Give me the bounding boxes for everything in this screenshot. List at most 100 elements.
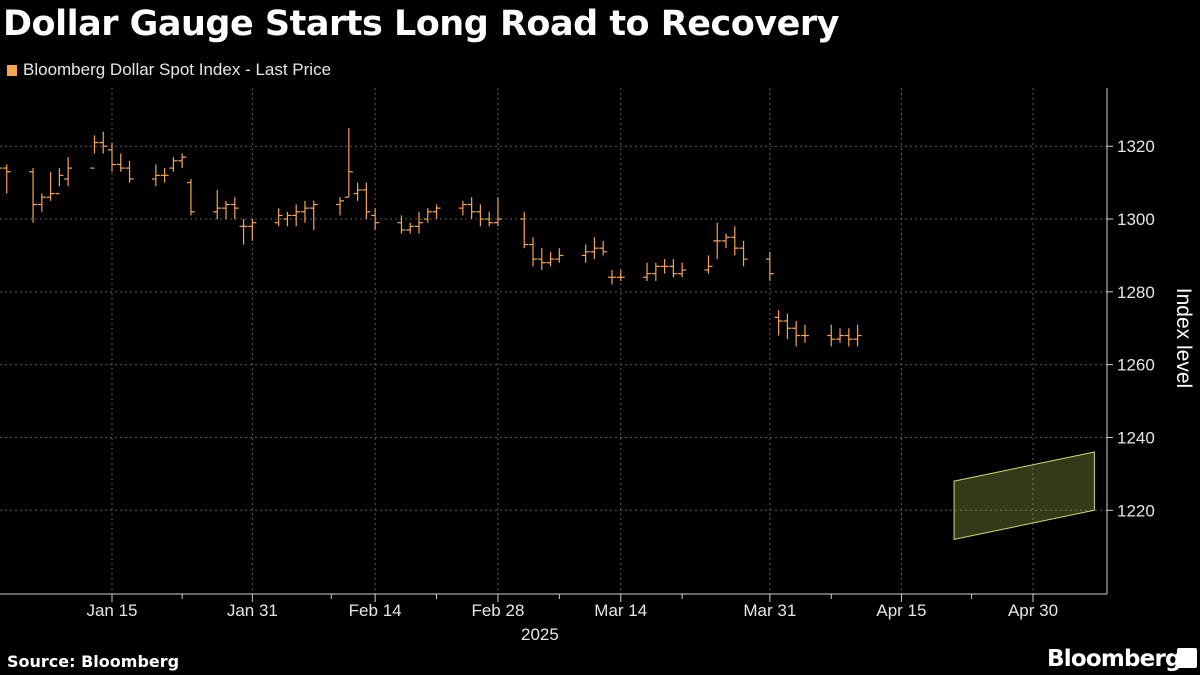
ohlc-bar: [151, 164, 160, 187]
ohlc-bar: [239, 219, 248, 245]
ohlc-bar: [336, 197, 345, 216]
ohlc-bar: [300, 200, 309, 223]
ohlc-bar: [792, 320, 801, 347]
ohlc-bar: [248, 219, 257, 241]
ohlc-bar: [169, 157, 178, 172]
ohlc-bar: [309, 200, 318, 230]
ohlc-bar: [222, 200, 231, 220]
ohlc-bar: [64, 157, 73, 187]
ohlc-bar: [844, 328, 853, 347]
ohlc-bar: [607, 270, 616, 285]
ohlc-bar: [362, 182, 371, 220]
ohlc-bar: [274, 208, 283, 227]
ohlc-bar: [520, 211, 529, 249]
ohlc-bar: [599, 240, 608, 256]
ohlc-bar: [29, 168, 38, 223]
ohlc-bar: [432, 204, 441, 220]
ohlc-bar: [616, 270, 625, 281]
legend-swatch: [7, 64, 17, 76]
ohlc-bar: [0, 167, 2, 169]
legend: Bloomberg Dollar Spot Index - Last Price: [7, 60, 331, 80]
ohlc-bar: [160, 168, 169, 183]
ohlc-bars: [0, 128, 862, 347]
ohlc-bar: [108, 142, 116, 172]
ohlc-bar: [90, 135, 99, 169]
x-tick-label: Mar 31: [743, 601, 796, 620]
ohlc-bar: [178, 153, 187, 169]
ohlc-bar: [46, 171, 55, 201]
ohlc-bar: [739, 240, 748, 267]
ohlc-bar: [774, 310, 783, 336]
ohlc-bar: [651, 262, 660, 281]
ohlc-bar: [537, 248, 546, 271]
ohlc-bar: [783, 313, 792, 340]
chart-title: Dollar Gauge Starts Long Road to Recover…: [3, 4, 839, 44]
x-axis-year-label: 2025: [521, 625, 559, 644]
y-tick-label: 1260: [1117, 356, 1155, 375]
ohlc-bar: [55, 168, 64, 195]
ohlc-bar: [493, 197, 502, 227]
ohlc-bar: [836, 328, 845, 343]
ohlc-bar: [546, 251, 555, 267]
ohlc-bar: [722, 233, 730, 249]
x-tick-label: Feb 28: [471, 601, 524, 620]
ohlc-bar: [283, 211, 292, 227]
y-tick-label: 1320: [1117, 137, 1155, 156]
x-tick-label: Apr 30: [1008, 601, 1058, 620]
ohlc-bar: [213, 189, 222, 220]
x-tick-label: Feb 14: [349, 601, 402, 620]
ohlc-bar: [344, 128, 353, 198]
y-tick-label: 1280: [1117, 283, 1155, 302]
ohlc-bar: [125, 160, 134, 183]
y-tick-label: 1220: [1117, 501, 1155, 520]
x-tick-label: Apr 15: [876, 601, 926, 620]
x-tick-label: Mar 14: [594, 601, 647, 620]
trend-channel: [953, 451, 1095, 541]
ohlc-bar: [2, 164, 11, 194]
ohlc-bar: [292, 204, 301, 227]
ohlc-bar: [678, 262, 687, 278]
ohlc-bar: [406, 222, 415, 234]
ohlc-bar: [423, 208, 432, 223]
ohlc-bar: [485, 211, 494, 227]
x-tick-label: Jan 31: [227, 601, 278, 620]
ohlc-bar: [827, 324, 836, 347]
ohlc-bar: [230, 197, 239, 220]
ohlc-bar: [353, 182, 362, 201]
ohlc-bar: [853, 324, 862, 347]
ohlc-bar: [643, 262, 652, 281]
gridlines: [0, 88, 1107, 594]
brand-logo: Bloomberg: [1047, 646, 1181, 672]
channel-layer: [953, 451, 1095, 541]
ohlc-bar: [186, 179, 195, 216]
ohlc-bar: [37, 193, 46, 212]
ohlc-bar: [476, 204, 485, 227]
bloomberg-terminal-icon: [1177, 648, 1197, 668]
ohlc-bar: [467, 197, 476, 220]
ohlc-bar: [581, 244, 590, 263]
ohlc-bar: [116, 153, 125, 172]
ohlc-bar: [660, 259, 669, 274]
ohlc-bar: [669, 259, 678, 278]
ohlc-bar: [730, 226, 739, 256]
ohlc-bar: [713, 222, 722, 260]
x-tick-label: Jan 15: [86, 601, 137, 620]
ohlc-bar: [704, 255, 713, 274]
tick-labels: 1220 1240 1260 1280 1300 1320 Jan 15 Jan 31 Feb …: [86, 137, 1195, 644]
legend-label: Bloomberg Dollar Spot Index - Last Price: [23, 60, 332, 79]
y-tick-label: 1240: [1117, 428, 1155, 447]
ohlc-bar: [458, 200, 467, 216]
ohlc-bar: [415, 211, 423, 234]
ohlc-bar: [800, 324, 809, 343]
ohlc-bar: [99, 131, 108, 154]
source-note: Source: Bloomberg: [7, 652, 180, 671]
ohlc-bar: [529, 237, 538, 267]
axes: [0, 88, 1113, 602]
y-tick-label: 1300: [1117, 210, 1155, 229]
ohlc-bar: [371, 208, 380, 230]
ohlc-bar: [765, 251, 774, 281]
y-axis-title: Index level: [1172, 288, 1195, 388]
ohlc-bar: [590, 237, 599, 260]
ohlc-bar: [555, 248, 564, 263]
